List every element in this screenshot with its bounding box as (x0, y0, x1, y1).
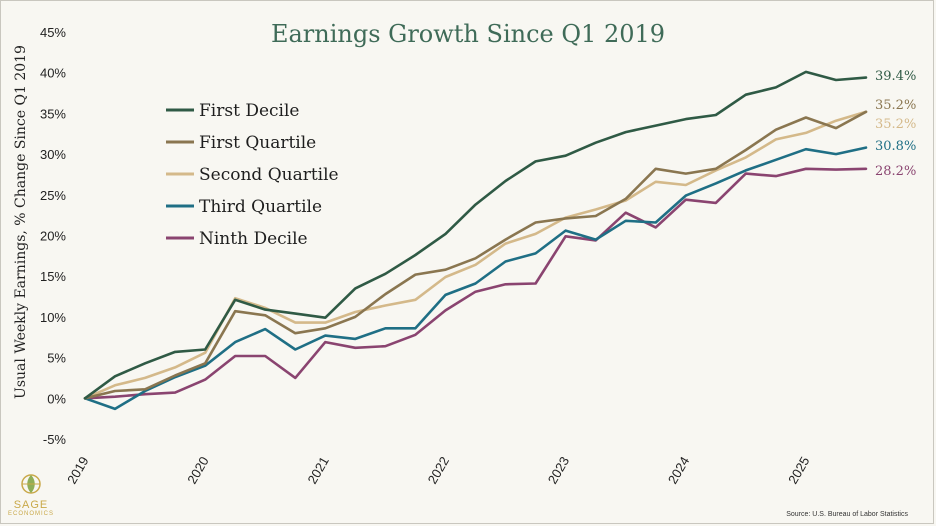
end-value-label: 35.2% (875, 98, 916, 113)
series-line-first-decile (83, 70, 868, 400)
y-tick-label: 20% (40, 229, 66, 244)
y-tick-label: 25% (40, 188, 66, 203)
y-axis-label: Usual Weekly Earnings, % Change Since Q1… (13, 45, 29, 399)
series-line-second-quartile (83, 110, 868, 400)
end-value-label: 28.2% (875, 164, 916, 179)
x-tick-label: 2021 (304, 454, 331, 487)
legend-label: First Decile (199, 101, 299, 121)
source-note: Source: U.S. Bureau of Labor Statistics (786, 511, 908, 518)
x-tick-label: 2025 (785, 454, 812, 487)
leaf-icon (21, 474, 41, 494)
end-value-label: 39.4% (875, 69, 916, 84)
end-value-label: 35.2% (875, 117, 916, 132)
y-tick-label: 0% (47, 391, 66, 406)
logo-text: SAGE (13, 499, 49, 511)
x-tick-label: 2023 (545, 454, 572, 487)
legend-label: Ninth Decile (199, 229, 308, 249)
x-tick-label: 2024 (665, 454, 692, 487)
logo-subtext: ECONOMICS (8, 511, 55, 517)
chart-title: Earnings Growth Since Q1 2019 (271, 20, 665, 48)
y-tick-label: 40% (40, 66, 66, 81)
y-tick-label: 30% (40, 147, 66, 162)
legend-label: Second Quartile (199, 165, 339, 185)
series-line-third-quartile (83, 146, 868, 411)
y-tick-label: 35% (40, 106, 66, 121)
x-tick-label: 2019 (64, 454, 91, 487)
series-line-ninth-decile (83, 167, 868, 400)
y-tick-label: 10% (40, 310, 66, 325)
sage-economics-logo: SAGE ECONOMICS (8, 472, 54, 517)
end-value-label: 30.8% (875, 139, 916, 154)
legend-label: First Quartile (199, 133, 316, 153)
x-tick-label: 2020 (184, 454, 211, 487)
series-line-first-quartile (83, 110, 868, 400)
legend-label: Third Quartile (199, 197, 322, 217)
y-tick-label: -5% (43, 432, 67, 447)
y-tick-label: 45% (40, 25, 66, 40)
x-tick-label: 2022 (425, 454, 452, 487)
y-tick-label: 15% (40, 269, 66, 284)
y-tick-label: 5% (47, 351, 66, 366)
